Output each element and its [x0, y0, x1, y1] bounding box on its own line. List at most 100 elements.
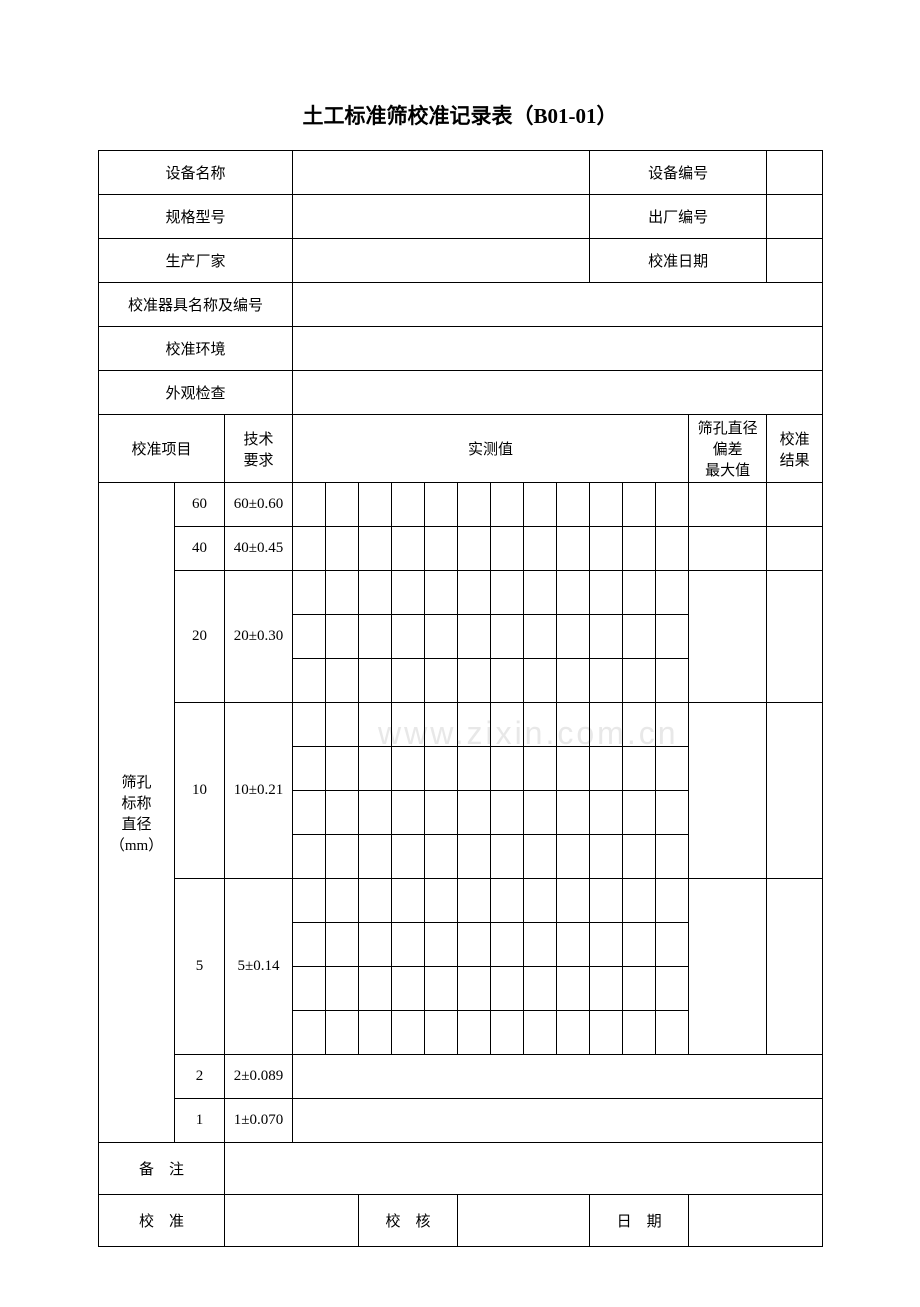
cal-date-label: 校准日期	[590, 239, 767, 283]
cell	[524, 703, 557, 747]
col-tech-req: 技术 要求	[225, 415, 293, 483]
dev-40	[689, 527, 767, 571]
cell	[392, 747, 425, 791]
nominal-20: 20	[175, 571, 225, 703]
cell	[491, 747, 524, 791]
cell	[590, 659, 623, 703]
cell	[623, 747, 656, 791]
cell	[524, 527, 557, 571]
cell	[656, 571, 689, 615]
cell	[359, 483, 392, 527]
cell	[293, 659, 326, 703]
cell	[557, 747, 590, 791]
cell	[359, 571, 392, 615]
cell	[326, 703, 359, 747]
cell	[425, 527, 458, 571]
cell	[392, 967, 425, 1011]
cell	[392, 835, 425, 879]
cell	[293, 923, 326, 967]
cell	[392, 483, 425, 527]
row-header: 筛孔 标称 直径 （mm）	[99, 483, 175, 1143]
dev-5	[689, 879, 767, 1055]
cell	[326, 659, 359, 703]
cell	[524, 571, 557, 615]
cell	[524, 659, 557, 703]
cell	[359, 659, 392, 703]
cell	[326, 835, 359, 879]
cell	[656, 1011, 689, 1055]
req-10: 10±0.21	[225, 703, 293, 879]
cell	[557, 923, 590, 967]
cell	[590, 791, 623, 835]
cell	[524, 747, 557, 791]
cell	[425, 747, 458, 791]
cell	[524, 879, 557, 923]
cell	[524, 923, 557, 967]
cell	[458, 923, 491, 967]
dev-10	[689, 703, 767, 879]
manufacturer-label: 生产厂家	[99, 239, 293, 283]
cell	[557, 1011, 590, 1055]
cell	[656, 747, 689, 791]
req-60: 60±0.60	[225, 483, 293, 527]
cell	[590, 571, 623, 615]
cell	[326, 967, 359, 1011]
spec-label: 规格型号	[99, 195, 293, 239]
cell	[359, 527, 392, 571]
cell	[590, 1011, 623, 1055]
cell	[590, 527, 623, 571]
cell	[623, 483, 656, 527]
date-label: 日 期	[590, 1195, 689, 1247]
cell	[590, 923, 623, 967]
cell	[392, 527, 425, 571]
cell	[458, 747, 491, 791]
calibration-table: 设备名称 设备编号 规格型号 出厂编号 生产厂家 校准日期 校准器具名称及编号 …	[98, 150, 823, 1247]
req-5: 5±0.14	[225, 879, 293, 1055]
dev-60	[689, 483, 767, 527]
cell	[557, 615, 590, 659]
page-container: 土工标准筛校准记录表（B01-01） 设备名称 设备编号 规格型号 出厂编号 生…	[98, 100, 822, 1247]
visual-value	[293, 371, 823, 415]
req-2: 2±0.089	[225, 1055, 293, 1099]
cell	[359, 835, 392, 879]
cell	[557, 967, 590, 1011]
cell	[425, 923, 458, 967]
cell	[590, 835, 623, 879]
cell	[524, 1011, 557, 1055]
cell	[656, 615, 689, 659]
cell	[491, 527, 524, 571]
req-20: 20±0.30	[225, 571, 293, 703]
cell	[491, 483, 524, 527]
cell	[623, 571, 656, 615]
nominal-10: 10	[175, 703, 225, 879]
cell	[326, 1011, 359, 1055]
cell	[656, 879, 689, 923]
cell	[326, 615, 359, 659]
cell	[293, 879, 326, 923]
cell	[359, 791, 392, 835]
page-title: 土工标准筛校准记录表（B01-01）	[98, 100, 822, 130]
cell	[425, 703, 458, 747]
res-20	[767, 571, 823, 703]
env-value	[293, 327, 823, 371]
nominal-5: 5	[175, 879, 225, 1055]
cell	[491, 703, 524, 747]
req-1: 1±0.070	[225, 1099, 293, 1143]
cell	[656, 659, 689, 703]
nominal-60: 60	[175, 483, 225, 527]
cell	[491, 1011, 524, 1055]
cell	[491, 835, 524, 879]
cell	[425, 791, 458, 835]
factory-no-value	[767, 195, 823, 239]
cell	[425, 659, 458, 703]
cell	[326, 791, 359, 835]
cell	[590, 703, 623, 747]
cell	[458, 659, 491, 703]
cell	[557, 879, 590, 923]
cell	[656, 483, 689, 527]
remark-label: 备 注	[99, 1143, 225, 1195]
cal-label: 校 准	[99, 1195, 225, 1247]
cell	[623, 791, 656, 835]
cell	[524, 791, 557, 835]
cell	[557, 703, 590, 747]
